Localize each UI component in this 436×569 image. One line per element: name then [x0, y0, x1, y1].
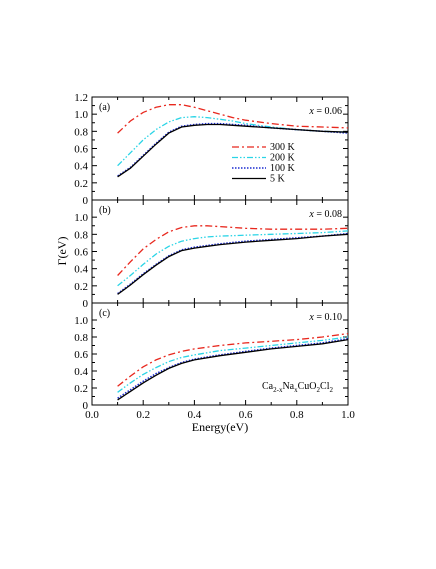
- formula-subscript: 2: [329, 386, 333, 394]
- legend-label: 300 K: [270, 142, 296, 153]
- y-tick-label: 1.2: [74, 92, 88, 104]
- y-tick-label: 1.0: [74, 212, 88, 224]
- series-line-300k: [117, 104, 349, 134]
- series-line-5k: [117, 233, 349, 295]
- panel-annotation: x = 0.08: [308, 209, 342, 220]
- panel-annotation: x = 0.10: [308, 312, 342, 323]
- panel-label: (a): [99, 102, 110, 113]
- annotation-value: = 0.06: [314, 106, 342, 117]
- panel-annotation: x = 0.06: [308, 106, 342, 117]
- formula-element: Cl: [320, 381, 330, 392]
- formula-subscript: 2: [317, 386, 321, 394]
- x-tick-label: 0.4: [188, 409, 202, 421]
- annotation-variable: x: [308, 312, 314, 323]
- y-tick-label: 0: [83, 400, 89, 412]
- y-tick-label: 0.2: [74, 281, 88, 293]
- y-tick-label: 0: [83, 298, 89, 310]
- series-line-300k: [117, 332, 349, 387]
- formula-subscript: x: [294, 386, 298, 394]
- series-line-5k: [117, 123, 349, 178]
- compound-formula: Ca2-xNaxCuO2Cl2: [262, 381, 333, 394]
- panel-label: (b): [99, 205, 111, 216]
- y-tick-label: 0: [83, 195, 89, 207]
- series-line-100k: [117, 232, 349, 295]
- x-tick-label: 1.0: [341, 409, 355, 421]
- x-tick-label: 0.2: [136, 409, 150, 421]
- y-tick-label: 0.8: [74, 229, 88, 241]
- y-tick-label: 0.6: [74, 349, 88, 361]
- formula-element: CuO: [298, 381, 317, 392]
- y-tick-label: 0.4: [74, 264, 88, 276]
- legend-label: 5 K: [270, 174, 286, 185]
- annotation-variable: x: [308, 106, 314, 117]
- series-line-300k: [117, 225, 349, 276]
- x-tick-label: 0.8: [290, 409, 304, 421]
- x-tick-label: 0.6: [239, 409, 253, 421]
- y-axis-title: Γ(eV): [55, 237, 69, 266]
- y-tick-label: 0.2: [74, 383, 88, 395]
- annotation-value: = 0.10: [314, 312, 342, 323]
- y-tick-label: 0.4: [74, 366, 88, 378]
- formula-subscript: 2-x: [273, 386, 283, 394]
- x-axis-title: Energy(eV): [192, 420, 248, 434]
- annotation-variable: x: [308, 209, 314, 220]
- y-tick-label: 0.2: [74, 178, 88, 190]
- y-tick-label: 1.0: [74, 315, 88, 327]
- panel-label: (c): [99, 308, 110, 319]
- legend-label: 200 K: [270, 153, 296, 164]
- y-tick-label: 0.8: [74, 332, 88, 344]
- y-tick-label: 0.6: [74, 247, 88, 259]
- y-tick-label: 1.0: [74, 109, 88, 121]
- series-line-100k: [117, 337, 349, 399]
- y-tick-label: 0.4: [74, 161, 88, 173]
- legend-label: 100 K: [270, 163, 296, 174]
- formula-element: Na: [282, 381, 294, 392]
- series-line-5k: [117, 338, 349, 401]
- series-line-200k: [117, 336, 349, 393]
- series-line-200k: [117, 230, 349, 287]
- annotation-value: = 0.08: [314, 209, 342, 220]
- y-tick-label: 0.6: [74, 144, 88, 156]
- formula-element: Ca: [262, 381, 274, 392]
- x-tick-label: 0.0: [85, 409, 99, 421]
- y-tick-label: 0.8: [74, 126, 88, 138]
